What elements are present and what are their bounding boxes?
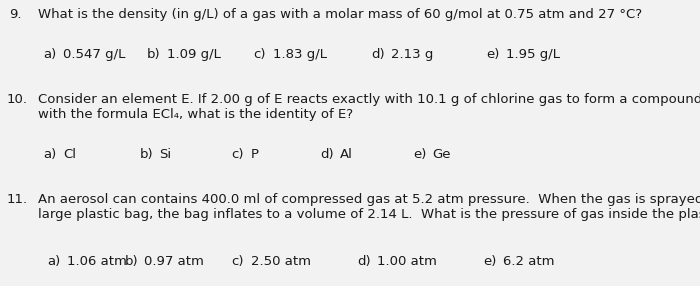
Text: d): d) [321,148,334,161]
Text: 2.50 atm: 2.50 atm [251,255,311,268]
Text: Consider an element E. If 2.00 g of E reacts exactly with 10.1 g of chlorine gas: Consider an element E. If 2.00 g of E re… [38,93,700,106]
Text: P: P [251,148,258,161]
Text: Cl: Cl [63,148,76,161]
Text: c): c) [231,148,244,161]
Text: 6.2 atm: 6.2 atm [503,255,554,268]
Text: 1.09 g/L: 1.09 g/L [167,48,220,61]
Text: e): e) [486,48,500,61]
Text: b): b) [147,48,160,61]
Text: 0.547 g/L: 0.547 g/L [63,48,125,61]
Text: d): d) [371,48,384,61]
Text: c): c) [253,48,266,61]
Text: 1.06 atm: 1.06 atm [67,255,127,268]
Text: a): a) [43,48,57,61]
Text: An aerosol can contains 400.0 ml of compressed gas at 5.2 atm pressure.  When th: An aerosol can contains 400.0 ml of comp… [38,193,700,206]
Text: 10.: 10. [7,93,28,106]
Text: 0.97 atm: 0.97 atm [144,255,204,268]
Text: b): b) [125,255,138,268]
Text: 1.95 g/L: 1.95 g/L [506,48,560,61]
Text: 1.00 atm: 1.00 atm [377,255,437,268]
Text: b): b) [140,148,153,161]
Text: with the formula ECl₄, what is the identity of E?: with the formula ECl₄, what is the ident… [38,108,354,121]
Text: Si: Si [160,148,172,161]
Text: e): e) [483,255,496,268]
Text: 2.13 g: 2.13 g [391,48,433,61]
Text: a): a) [43,148,57,161]
Text: Ge: Ge [433,148,451,161]
Text: What is the density (in g/L) of a gas with a molar mass of 60 g/mol at 0.75 atm : What is the density (in g/L) of a gas wi… [38,8,643,21]
Text: Al: Al [340,148,353,161]
Text: 1.83 g/L: 1.83 g/L [273,48,327,61]
Text: large plastic bag, the bag inflates to a volume of 2.14 L.  What is the pressure: large plastic bag, the bag inflates to a… [38,208,700,221]
Text: c): c) [231,255,244,268]
Text: d): d) [357,255,370,268]
Text: e): e) [413,148,426,161]
Text: 11.: 11. [7,193,28,206]
Text: a): a) [48,255,61,268]
Text: 9.: 9. [9,8,22,21]
